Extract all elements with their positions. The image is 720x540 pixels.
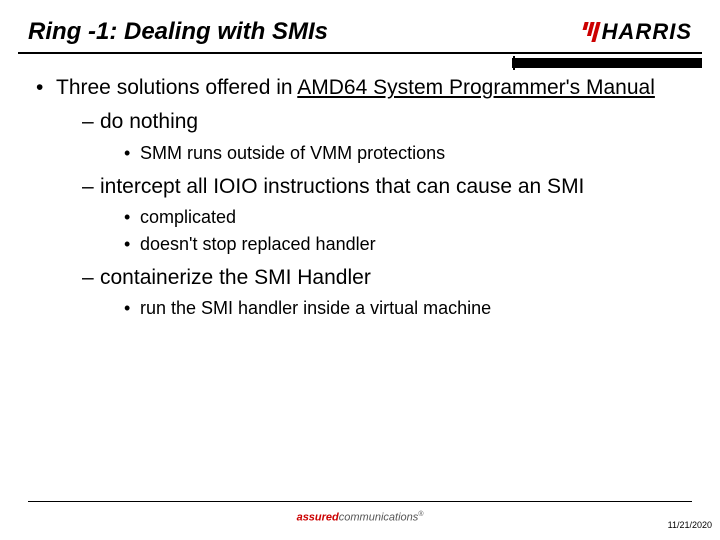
solution-1-points: SMM runs outside of VMM protections: [100, 141, 692, 165]
slide-content: Three solutions offered in AMD64 System …: [0, 54, 720, 321]
intro-bullet: Three solutions offered in AMD64 System …: [56, 74, 692, 321]
harris-logo-text: HARRIS: [602, 19, 692, 45]
list-item: complicated: [124, 205, 692, 229]
solution-1: do nothing SMM runs outside of VMM prote…: [82, 108, 692, 165]
solution-2: intercept all IOIO instructions that can…: [82, 173, 692, 256]
slide-header: Ring -1: Dealing with SMIs HARRIS: [0, 0, 720, 52]
list-item: run the SMI handler inside a virtual mac…: [124, 296, 692, 320]
solution-3: containerize the SMI Handler run the SMI…: [82, 264, 692, 321]
footer-brand-rest: communications: [339, 512, 418, 524]
solution-3-points: run the SMI handler inside a virtual mac…: [100, 296, 692, 320]
footer-brand: assuredcommunications®: [297, 511, 424, 524]
list-item: doesn't stop replaced handler: [124, 232, 692, 256]
harris-logo-bars: [579, 22, 600, 42]
footer-brand-red: assured: [297, 512, 339, 524]
solution-2-points: complicated doesn't stop replaced handle…: [100, 205, 692, 256]
header-rule-wrap: [0, 52, 720, 54]
trademark-icon: ®: [418, 511, 423, 518]
solution-1-label: do nothing: [100, 110, 198, 133]
slide-title: Ring -1: Dealing with SMIs: [28, 18, 328, 46]
bullet-list-level1: Three solutions offered in AMD64 System …: [28, 74, 692, 321]
solution-2-label: intercept all IOIO instructions that can…: [100, 175, 584, 198]
harris-logo: HARRIS: [582, 19, 692, 45]
intro-link: AMD64 System Programmer's Manual: [297, 76, 655, 99]
header-blackbar: [512, 58, 702, 68]
intro-prefix: Three solutions offered in: [56, 76, 297, 99]
bullet-list-level2: do nothing SMM runs outside of VMM prote…: [56, 108, 692, 320]
list-item: SMM runs outside of VMM protections: [124, 141, 692, 165]
solution-3-label: containerize the SMI Handler: [100, 266, 371, 289]
header-rule: [18, 52, 702, 54]
footer-rule: [28, 501, 692, 502]
footer-date: 11/21/2020: [668, 520, 712, 530]
